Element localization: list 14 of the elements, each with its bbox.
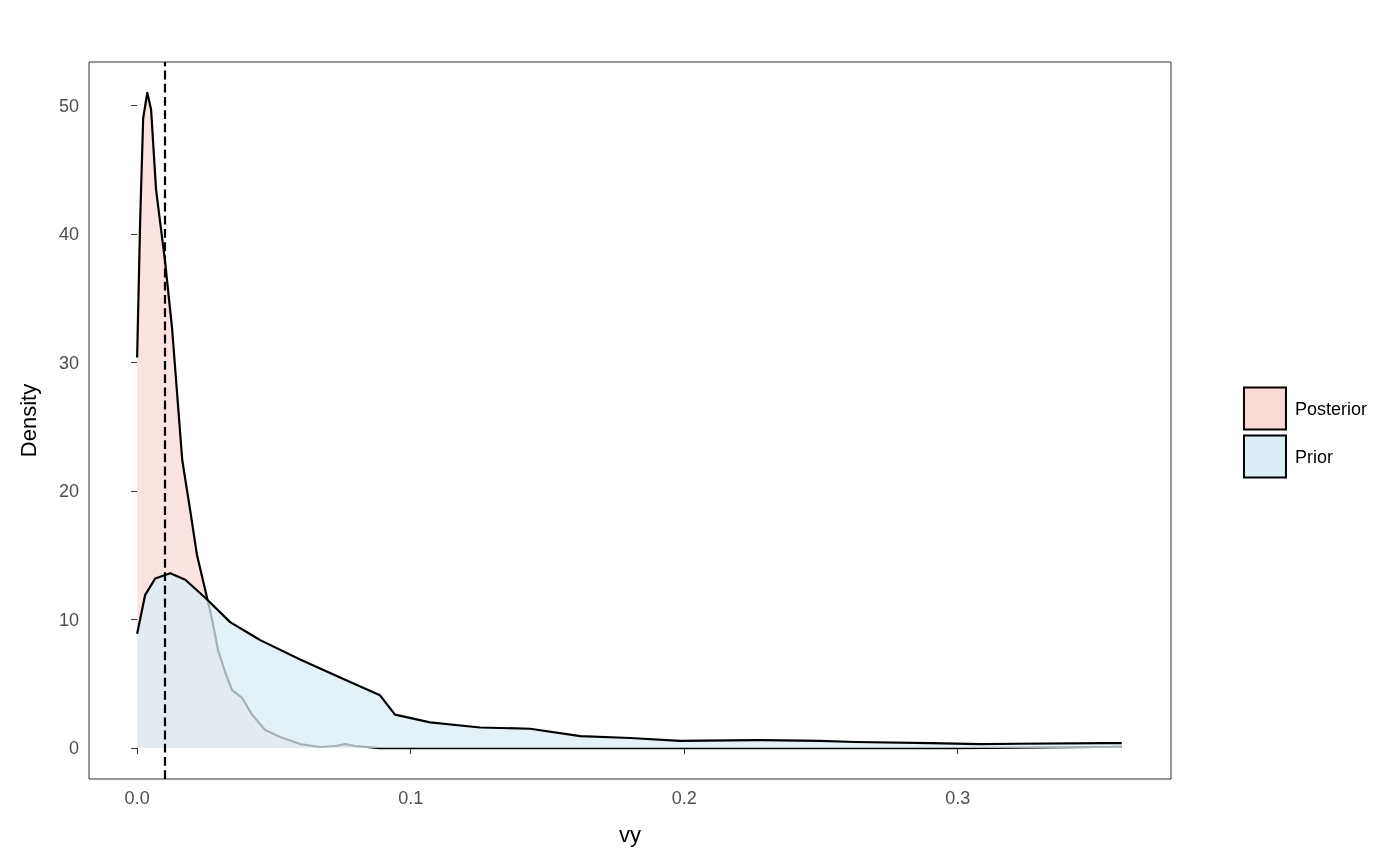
x-tick-label: 0.1: [398, 788, 424, 808]
x-axis-title: vy: [619, 821, 641, 847]
legend-label: Posterior: [1294, 398, 1368, 419]
legend-label: Prior: [1294, 446, 1333, 467]
x-tick-label: 0.3: [945, 788, 971, 808]
y-axis-title: Density: [15, 383, 41, 458]
y-tick-label: 40: [58, 224, 79, 245]
y-tick-label: 50: [58, 95, 79, 116]
y-tick-label: 30: [58, 352, 79, 373]
x-tick-label: 0.0: [124, 788, 150, 808]
y-tick-label: 0: [68, 738, 79, 759]
x-tick-label: 0.2: [671, 788, 697, 808]
y-tick-label: 20: [58, 481, 79, 502]
y-tick-label: 10: [58, 609, 79, 630]
